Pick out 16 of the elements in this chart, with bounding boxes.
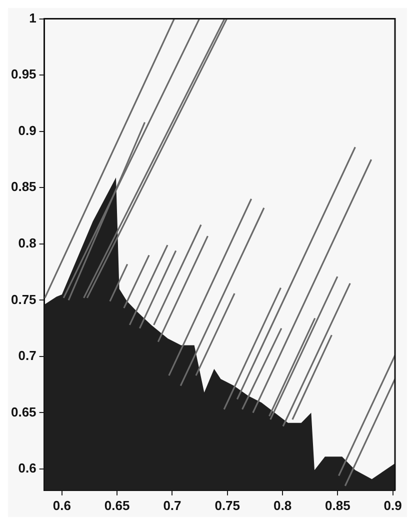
x-tick-label: 0.85 [324, 498, 350, 513]
x-tick-label: 0.9 [384, 498, 402, 513]
x-tick-label: 0.75 [214, 498, 240, 513]
y-tick-label: 0.7 [18, 348, 36, 364]
y-tick-label: 0.95 [10, 66, 36, 82]
x-tick-label: 0.65 [104, 498, 130, 513]
x-tick-label: 0.6 [52, 498, 71, 513]
y-tick-label: 0.85 [10, 179, 36, 194]
x-tick-label: 0.8 [273, 498, 292, 513]
x-tick-label: 0.7 [163, 498, 182, 513]
y-tick-label: 0.9 [18, 122, 36, 138]
y-tick-label: 0.65 [10, 404, 36, 420]
y-tick-label: 0.8 [18, 235, 36, 250]
y-tick-label: 0.75 [10, 292, 36, 307]
y-tick-label: 1 [29, 10, 36, 26]
y-tick-label: 0.6 [18, 460, 36, 476]
